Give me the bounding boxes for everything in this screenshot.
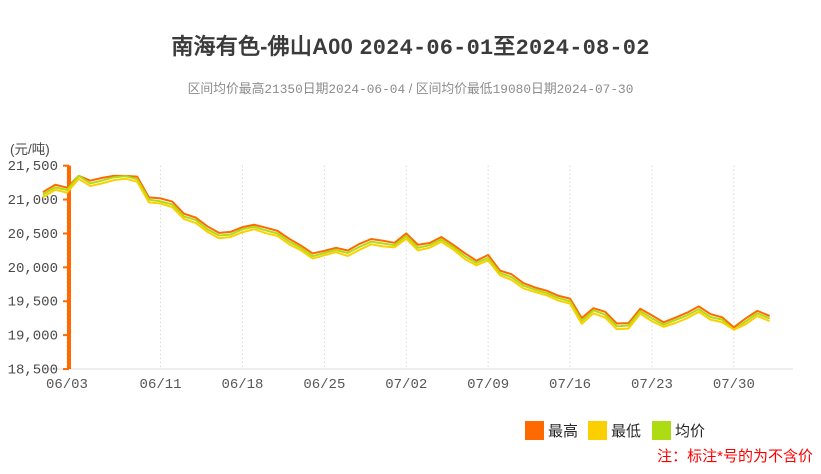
svg-text:19,000: 19,000	[8, 329, 58, 345]
svg-text:07/02: 07/02	[385, 377, 427, 393]
svg-text:最低: 最低	[611, 423, 641, 440]
svg-text:07/23: 07/23	[631, 377, 673, 393]
svg-text:21,000: 21,000	[8, 193, 58, 209]
svg-text:07/16: 07/16	[549, 377, 591, 393]
svg-text:均价: 均价	[675, 423, 705, 440]
svg-text:注：标注*号的为不含价: 注：标注*号的为不含价	[657, 448, 813, 465]
svg-text:21,500: 21,500	[8, 159, 58, 175]
svg-text:06/03: 06/03	[46, 377, 88, 393]
svg-text:19,500: 19,500	[8, 295, 58, 311]
svg-text:06/25: 06/25	[303, 377, 345, 393]
svg-text:07/30: 07/30	[713, 377, 755, 393]
svg-text:20,500: 20,500	[8, 227, 58, 243]
svg-text:20,000: 20,000	[8, 261, 58, 277]
svg-text:06/11: 06/11	[140, 377, 182, 393]
svg-text:最高: 最高	[548, 423, 578, 440]
svg-text:07/09: 07/09	[467, 377, 509, 393]
svg-text:06/18: 06/18	[221, 377, 263, 393]
